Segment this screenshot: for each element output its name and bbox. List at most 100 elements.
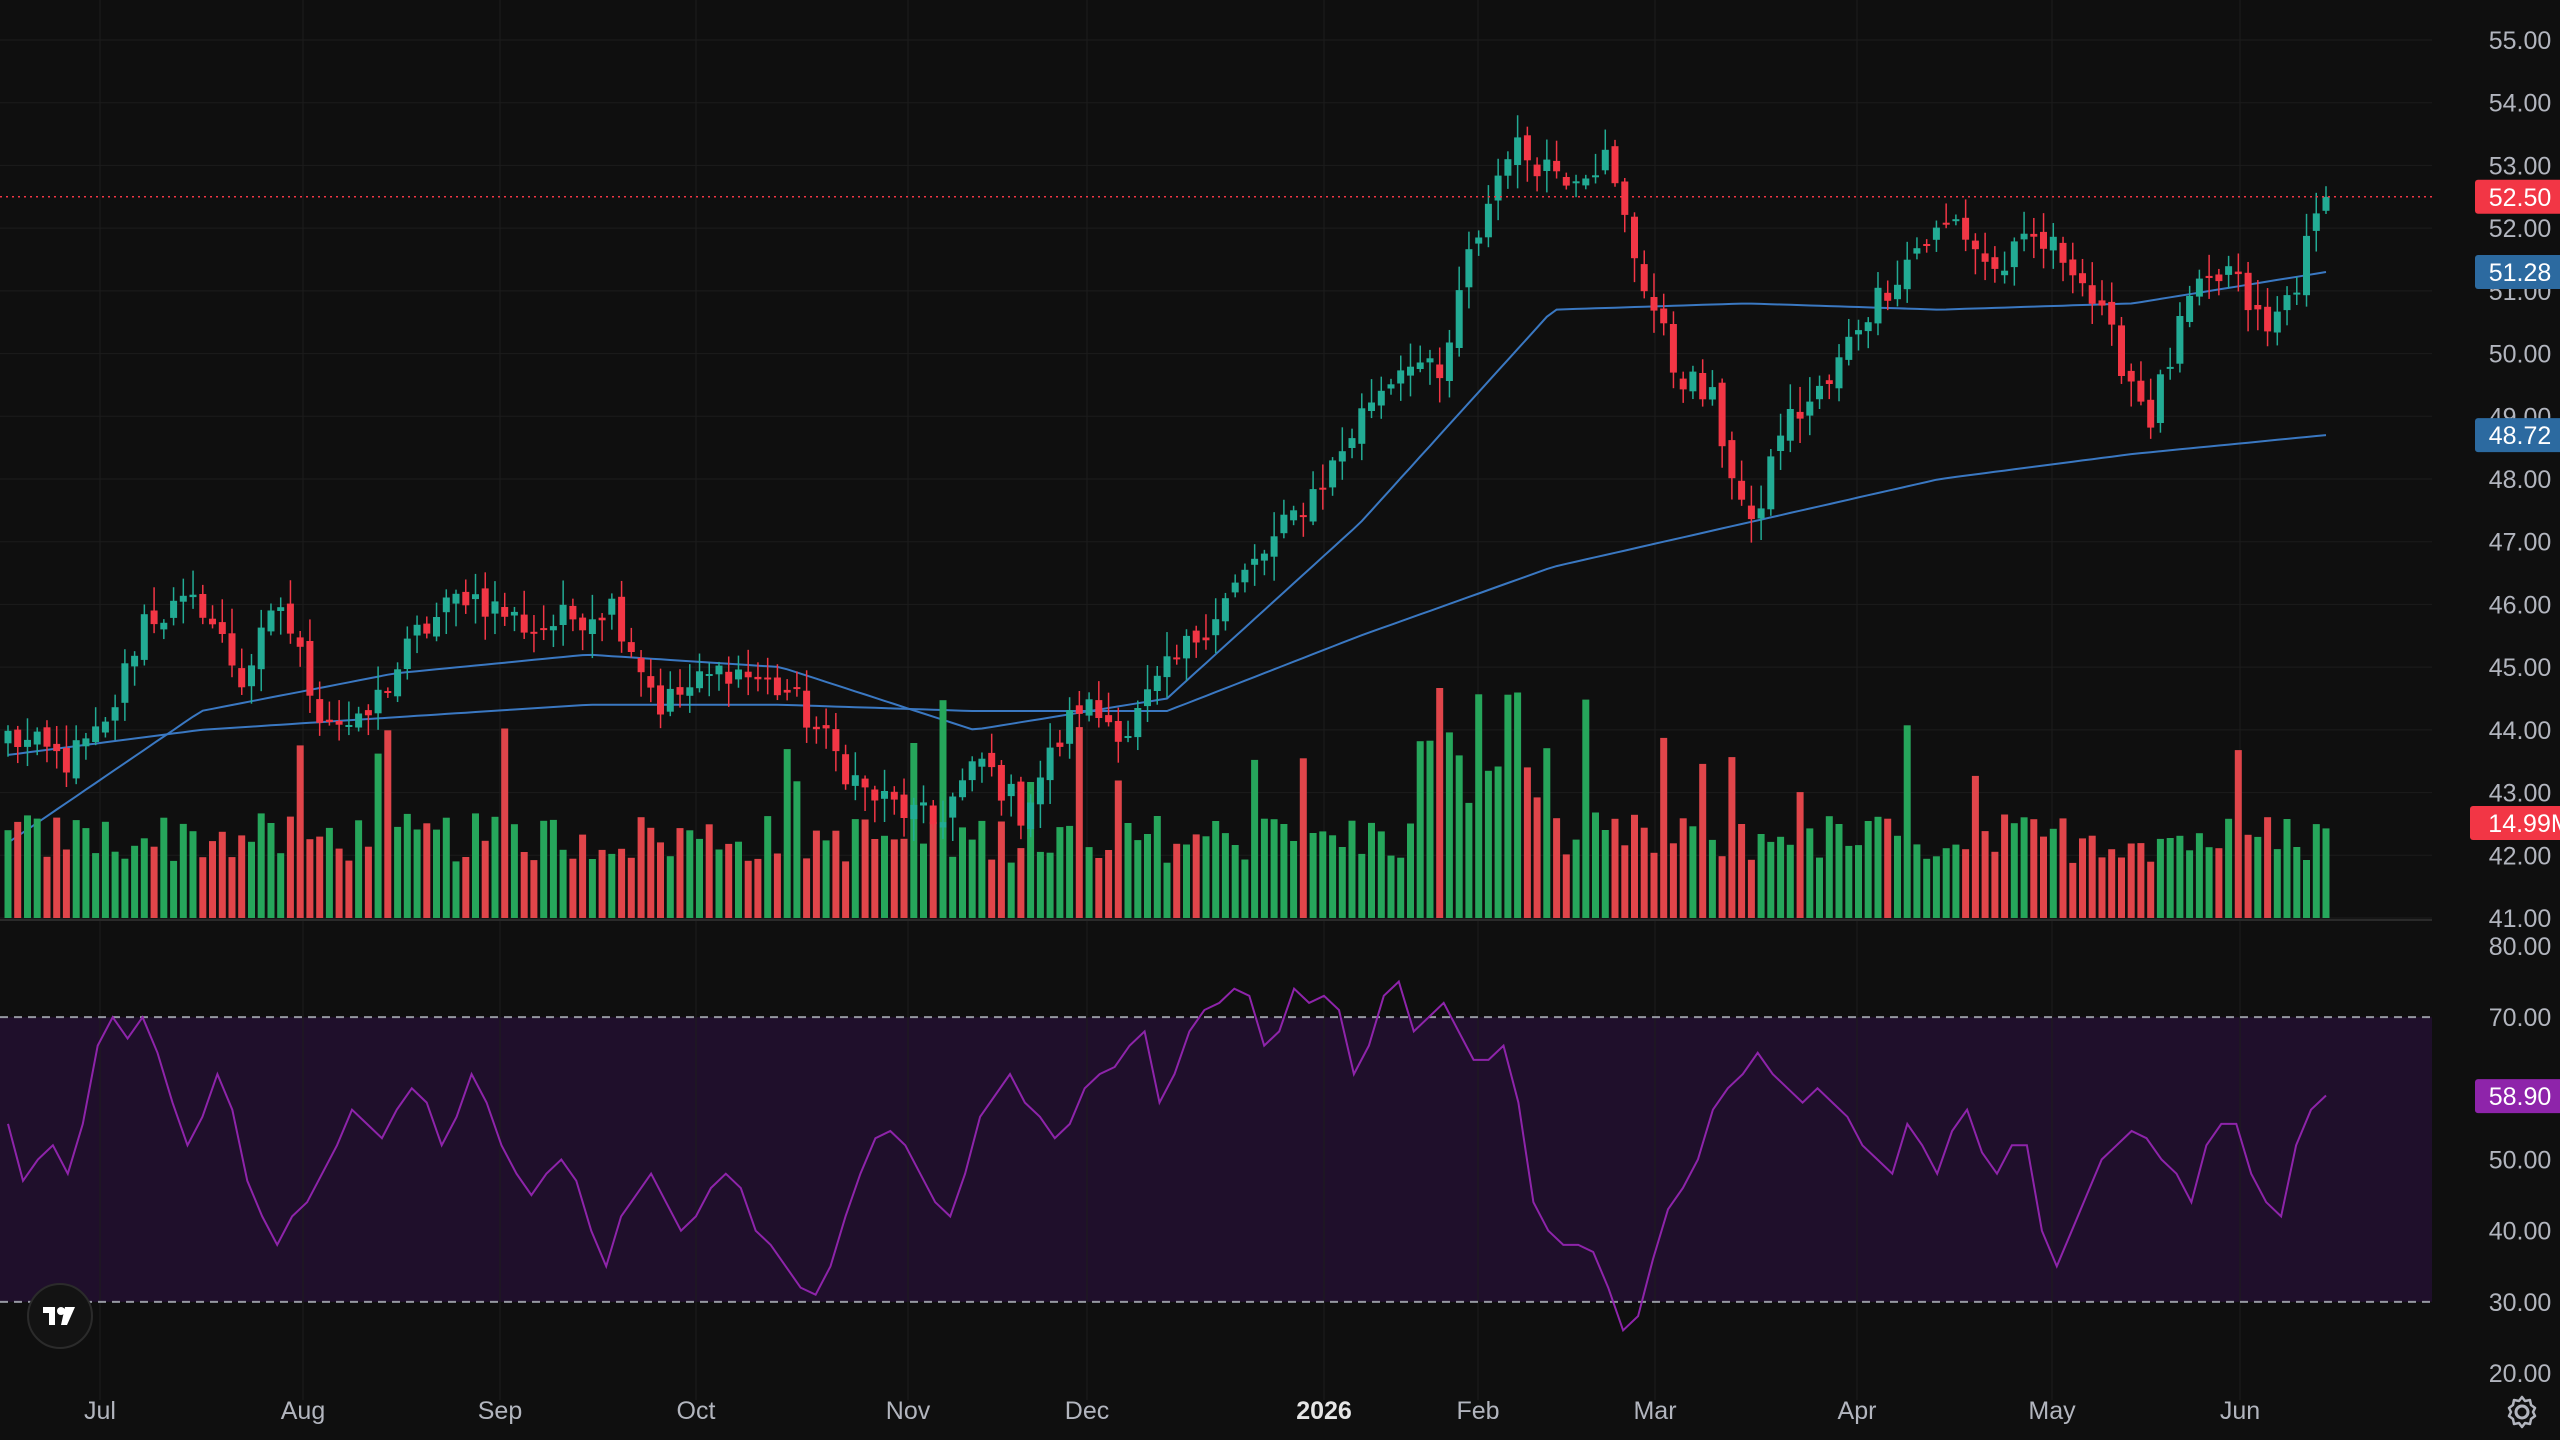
candlestick xyxy=(1523,126,1531,182)
candle-body xyxy=(1280,514,1288,534)
candle-body xyxy=(540,628,548,631)
candlestick xyxy=(403,626,411,680)
candlestick xyxy=(2059,236,2067,282)
candle-body xyxy=(491,601,499,614)
candlestick xyxy=(598,613,606,642)
time-axis-tick: Feb xyxy=(1456,1397,1499,1425)
candle-body xyxy=(267,610,275,632)
volume-bar xyxy=(1981,831,1989,918)
candle-body xyxy=(1923,244,1931,246)
volume-bar xyxy=(2127,843,2135,918)
candle-body xyxy=(1007,783,1015,797)
volume-bar xyxy=(374,753,382,918)
last-price-badge: 52.50 xyxy=(2475,179,2560,214)
candlestick xyxy=(111,694,119,740)
candle-body xyxy=(1942,222,1950,225)
candle-body xyxy=(579,617,587,631)
candle-body xyxy=(345,725,353,727)
volume-bar xyxy=(608,853,616,918)
candlestick xyxy=(1884,280,1892,311)
candlestick xyxy=(1981,232,1989,281)
candle-body xyxy=(1669,324,1677,373)
candle-body xyxy=(1251,558,1259,565)
candle-body xyxy=(2273,311,2281,333)
candle-body xyxy=(1407,366,1414,376)
candlestick xyxy=(462,579,470,614)
volume-bar xyxy=(1553,818,1561,918)
volume-bar xyxy=(832,830,840,918)
volume-bar xyxy=(170,860,178,918)
rsi-axis-tick: 70.00 xyxy=(2489,1004,2552,1032)
candlestick xyxy=(647,659,655,703)
candlestick xyxy=(2234,253,2242,292)
candle-body xyxy=(2030,233,2038,237)
volume-bar xyxy=(783,749,791,918)
candle-body xyxy=(189,594,197,598)
candlestick xyxy=(530,615,538,653)
volume-bar xyxy=(1017,848,1025,918)
candle-body xyxy=(1562,177,1570,186)
candlestick xyxy=(1845,318,1853,366)
candlestick xyxy=(1494,158,1502,221)
volume-bar xyxy=(1387,855,1395,918)
candlestick xyxy=(2118,316,2125,384)
price-axis[interactable]: 41.00 42.00 43.00 44.00 45.00 46.00 47.00 48.00… xyxy=(2489,27,2552,933)
gear-icon[interactable] xyxy=(2502,1392,2542,1432)
candle-body xyxy=(657,685,664,715)
volume-bar xyxy=(2108,849,2116,918)
candle-body xyxy=(2312,213,2320,231)
candlestick xyxy=(160,619,168,640)
candle-body xyxy=(82,738,90,747)
candlestick xyxy=(1689,365,1697,400)
volume-bar xyxy=(1504,694,1512,918)
candlestick xyxy=(218,599,226,643)
candlestick xyxy=(433,602,440,642)
volume-bar xyxy=(121,858,129,918)
volume-bar xyxy=(433,829,440,918)
candle-body xyxy=(1124,736,1132,738)
candlestick xyxy=(666,671,674,717)
candle-body xyxy=(1085,699,1093,716)
candlestick xyxy=(1533,157,1541,192)
volume-bar xyxy=(1952,844,1960,918)
candle-body xyxy=(929,805,937,825)
candlestick xyxy=(121,649,129,721)
candle-body xyxy=(1114,721,1122,742)
candle-body xyxy=(442,597,450,613)
volume-bar xyxy=(1592,812,1599,918)
candlestick xyxy=(1280,499,1288,539)
candlestick xyxy=(491,581,499,635)
candlestick xyxy=(1270,512,1278,581)
time-axis-tick: Aug xyxy=(281,1397,325,1425)
volume-bar xyxy=(1348,820,1356,918)
candle-body xyxy=(1309,489,1317,522)
candle-body xyxy=(2176,316,2184,364)
rsi-axis-tick: 20.00 xyxy=(2489,1360,2552,1388)
candlestick xyxy=(2166,347,2174,380)
volume-bar xyxy=(618,848,626,918)
volume-bar xyxy=(1845,845,1853,918)
candle-body xyxy=(1475,237,1483,244)
volume-bars xyxy=(4,688,2330,918)
candlestick xyxy=(2098,280,2106,316)
volume-bar xyxy=(1212,821,1220,918)
candle-body xyxy=(306,641,314,696)
candlestick xyxy=(1728,431,1736,500)
candlestick xyxy=(1806,377,1814,436)
candlestick xyxy=(277,597,285,635)
candle-body xyxy=(2088,285,2096,304)
candlestick xyxy=(1631,212,1638,283)
time-axis[interactable]: Jul Aug Sep Oct Nov Dec 2026 Feb Mar Apr May Jun xyxy=(84,1397,2260,1425)
volume-bar xyxy=(1475,694,1483,918)
candlestick xyxy=(783,679,791,701)
candle-body xyxy=(1299,515,1307,518)
volume-bar xyxy=(666,856,674,918)
candle-body xyxy=(238,668,246,688)
rsi-badge-text: 58.90 xyxy=(2489,1083,2552,1111)
candlestick xyxy=(2049,223,2057,269)
volume-bar xyxy=(491,816,499,918)
tradingview-logo-icon[interactable] xyxy=(27,1283,93,1349)
volume-bar xyxy=(1738,824,1746,918)
candle-body xyxy=(1708,387,1716,400)
